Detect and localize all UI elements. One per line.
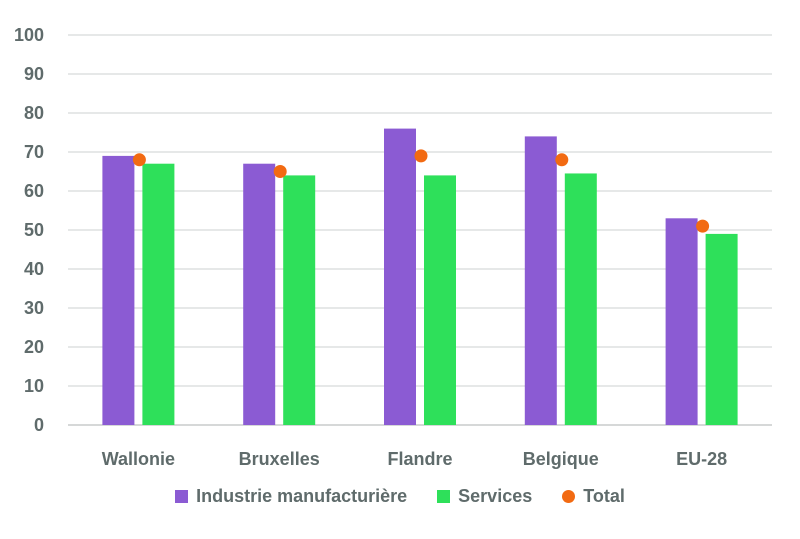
x-category-label: Wallonie	[102, 449, 175, 469]
marker-total-3	[555, 153, 569, 167]
y-tick-label: 100	[14, 25, 44, 45]
y-tick-label: 40	[24, 259, 44, 279]
y-tick-label: 70	[24, 142, 44, 162]
total-markers	[132, 149, 710, 233]
y-tick-label: 80	[24, 103, 44, 123]
y-tick-label: 30	[24, 298, 44, 318]
bar-industrie-3	[524, 136, 557, 425]
bar-services-3	[564, 173, 597, 425]
marker-total-1	[273, 165, 287, 178]
legend-marker-total	[562, 490, 576, 503]
bar-services-0	[142, 163, 175, 425]
bar-industrie-0	[102, 155, 135, 425]
legend: Industrie manufacturière Services Total	[0, 486, 800, 507]
legend-swatch-industrie	[175, 490, 189, 503]
legend-label-industrie: Industrie manufacturière	[196, 486, 408, 506]
y-tick-label: 90	[24, 64, 44, 84]
bar-industrie-4	[665, 218, 698, 425]
bar-industrie-1	[243, 163, 276, 425]
legend-swatch-services	[437, 490, 451, 503]
y-tick-label: 0	[34, 415, 44, 435]
legend-item-total: Total	[562, 486, 625, 507]
bar-industrie-2	[384, 128, 416, 425]
y-tick-label: 10	[24, 376, 44, 396]
bars	[102, 128, 738, 425]
bar-services-2	[424, 175, 456, 425]
y-axis: 0 10 20 30 40 50 60 70 80 90 100	[14, 25, 44, 435]
y-tick-label: 50	[24, 220, 44, 240]
legend-item-industrie: Industrie manufacturière	[175, 486, 407, 507]
x-category-label: Bruxelles	[239, 449, 320, 469]
legend-label-total: Total	[583, 486, 625, 506]
grid-lines	[68, 34, 772, 426]
y-tick-label: 20	[24, 337, 44, 357]
marker-total-0	[132, 153, 146, 167]
bar-services-1	[283, 175, 316, 425]
x-category-label: Flandre	[387, 449, 452, 469]
bar-services-4	[705, 233, 738, 425]
y-tick-label: 60	[24, 181, 44, 201]
marker-total-2	[414, 149, 428, 163]
x-category-label: Belgique	[523, 449, 599, 469]
marker-total-4	[696, 219, 710, 233]
legend-item-services: Services	[437, 486, 532, 507]
x-axis: Wallonie Bruxelles Flandre Belgique EU-28	[102, 449, 727, 469]
x-category-label: EU-28	[676, 449, 727, 469]
legend-label-services: Services	[458, 486, 533, 506]
